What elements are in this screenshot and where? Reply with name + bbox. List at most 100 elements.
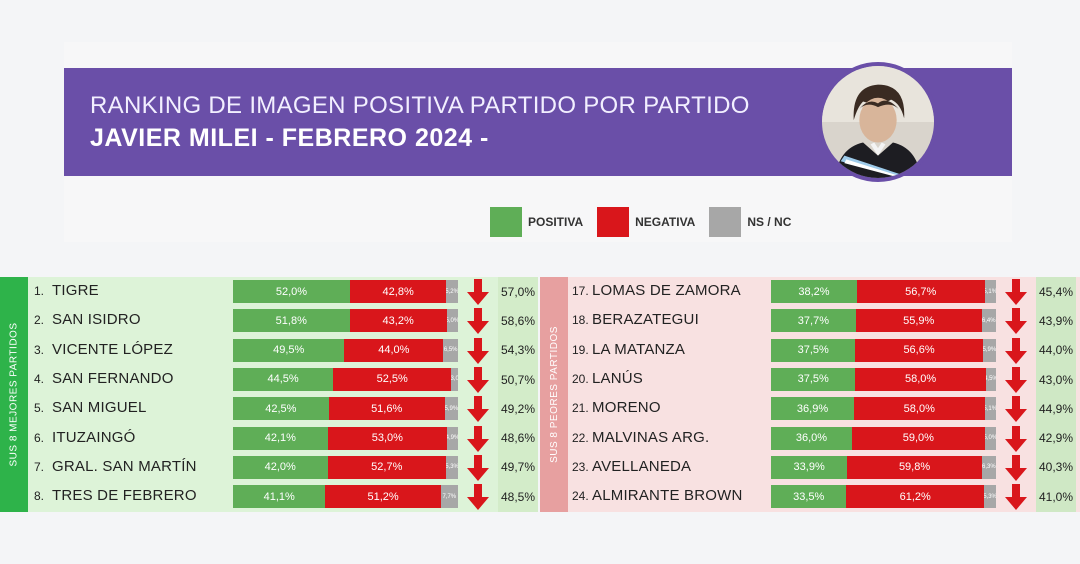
positive-segment: 36,9%: [771, 397, 855, 421]
nsnc-segment: 5,0%: [984, 426, 996, 450]
previous-value: 49,2%: [500, 401, 536, 416]
rank-number: 2.: [34, 313, 45, 328]
stacked-bar: 42,5% 51,6% 5,9%: [233, 397, 458, 421]
negative-segment: 59,8%: [847, 455, 982, 479]
positive-segment: 51,8%: [233, 309, 350, 333]
positive-segment: 42,1%: [233, 426, 328, 450]
stacked-bar: 49,5% 44,0% 6,5%: [233, 338, 458, 362]
negative-segment: 51,6%: [328, 397, 445, 421]
stacked-bar: 36,9%58,0%5,1%: [771, 397, 996, 421]
legend-label-nsnc: NS / NC: [747, 215, 792, 229]
previous-value: 48,5%: [500, 489, 536, 504]
down-arrow-icon: [1004, 396, 1028, 423]
worst-previous-column: [1036, 277, 1076, 512]
district-name: GRAL. SAN MARTÍN: [52, 457, 197, 475]
down-arrow-icon: [1004, 337, 1028, 364]
positive-segment: 44,5%: [233, 367, 334, 391]
legend-item-positive: POSITIVA: [490, 207, 583, 237]
rank-number: 21.: [572, 401, 589, 416]
previous-value: 41,0%: [1038, 489, 1074, 504]
stacked-bar: 51,8%43,2%5,0%: [233, 309, 458, 333]
worst-row: 17.LOMAS DE ZAMORA 38,2%56,7%5,1% 45,4%: [568, 277, 1080, 306]
down-arrow-icon: [1004, 425, 1028, 452]
previous-value: 45,4%: [1038, 284, 1074, 299]
positive-segment: 33,5%: [771, 485, 847, 509]
previous-value: 44,9%: [1038, 401, 1074, 416]
portrait-photo: [822, 66, 934, 178]
rank-number: 3.: [34, 342, 45, 357]
down-arrow-icon: [466, 396, 490, 423]
stacked-bar: 42,0%52,7%5,3%: [233, 455, 458, 479]
worst-side-label-text: SUS 8 PEORES PARTIDOS: [548, 326, 560, 463]
district-name: AVELLANEDA: [592, 457, 692, 475]
previous-value: 42,9%: [1038, 431, 1074, 446]
down-arrow-icon: [466, 484, 490, 511]
legend-item-nsnc: NS / NC: [709, 207, 791, 237]
rank-number: 5.: [34, 401, 45, 416]
negative-segment: 52,7%: [327, 455, 447, 479]
worst-row: 18. BERAZATEGUI 37,7% 55,9% 6,4% 43,9%: [568, 306, 1080, 335]
previous-value: 44,0%: [1038, 343, 1074, 358]
rank-number: 6.: [34, 430, 45, 445]
previous-value: 43,0%: [1038, 372, 1074, 387]
nsnc-segment: 5,9%: [982, 338, 996, 362]
nsnc-segment: 6,3%: [981, 455, 996, 479]
rank-number: 23.: [572, 459, 589, 474]
nsnc-segment: 6,5%: [443, 338, 458, 362]
worst-side-label: SUS 8 PEORES PARTIDOS: [540, 277, 568, 512]
district-name: MALVINAS ARG.: [592, 428, 710, 446]
previous-value: 40,3%: [1038, 460, 1074, 475]
negative-segment: 51,2%: [325, 485, 441, 509]
best-districts-panel: SUS 8 MEJORES PARTIDOS 1. TIGRE 52,0% 42,8%…: [0, 277, 538, 512]
positive-segment: 42,0%: [233, 455, 328, 479]
down-arrow-icon: [466, 308, 490, 335]
negative-segment: 43,2%: [349, 309, 447, 333]
worst-districts-panel: SUS 8 PEORES PARTIDOS 17. LOMAS DE ZAMORA…: [540, 277, 1080, 512]
previous-value: 58,6%: [500, 313, 536, 328]
nsnc-segment: 5,1%: [984, 397, 996, 421]
nsnc-segment: 3,0: [451, 367, 458, 391]
district-name: LOMAS DE ZAMORA: [592, 282, 741, 299]
negative-segment: 44,0%: [344, 338, 444, 362]
legend-label-negative: NEGATIVA: [635, 215, 696, 229]
best-row: 8. TRES DE FEBRERO 41,1% 51,2% 7,7% 48,5%: [28, 482, 538, 511]
stacked-bar: 37,7% 55,9% 6,4%: [771, 309, 996, 333]
best-previous-column: [498, 277, 538, 512]
down-arrow-icon: [1004, 279, 1028, 305]
best-row: 3. VICENTE LÓPEZ 49,5% 44,0% 6,5% 54,3%: [28, 336, 538, 365]
negative-segment: 56,6%: [855, 338, 983, 362]
stacked-bar: 33,5%61,2%5,3%: [771, 485, 996, 509]
previous-value: 43,9%: [1038, 313, 1074, 328]
legend-swatch-positive: [490, 207, 522, 237]
best-side-label: SUS 8 MEJORES PARTIDOS: [0, 277, 28, 512]
down-arrow-icon: [466, 366, 490, 393]
rank-number: 1.: [34, 284, 45, 298]
negative-segment: 59,0%: [852, 426, 985, 450]
negative-segment: 53,0%: [327, 426, 447, 450]
negative-segment: 58,0%: [854, 397, 985, 421]
positive-segment: 41,1%: [233, 485, 326, 509]
best-side-label-text: SUS 8 MEJORES PARTIDOS: [8, 322, 20, 467]
worst-row: 20.LANÚS 37,5%58,0%4,5% 43,0%: [568, 365, 1080, 394]
rank-number: 7.: [34, 459, 45, 474]
down-arrow-icon: [1004, 308, 1028, 335]
negative-segment: 42,8%: [350, 280, 447, 303]
nsnc-segment: 5,3%: [984, 485, 996, 509]
nsnc-segment: 4,9%: [446, 426, 458, 450]
worst-row: 23. AVELLANEDA 33,9% 59,8% 6,3% 40,3%: [568, 453, 1080, 482]
avatar: [818, 62, 938, 182]
down-arrow-icon: [1004, 366, 1028, 393]
down-arrow-icon: [1004, 454, 1028, 481]
positive-segment: 37,7%: [771, 309, 856, 333]
legend: POSITIVA NEGATIVA NS / NC: [490, 206, 805, 238]
nsnc-segment: 5,9%: [444, 397, 458, 421]
stacked-bar: 52,0%42,8%5,2%: [233, 280, 458, 303]
nsnc-segment: 4,5%: [985, 367, 996, 391]
rank-number: 20.: [572, 371, 589, 386]
stacked-bar: 41,1% 51,2% 7,7%: [233, 485, 458, 509]
stacked-bar: 36,0%59,0%5,0%: [771, 426, 996, 450]
positive-segment: 36,0%: [771, 426, 852, 450]
chart-title: RANKING DE IMAGEN POSITIVA PARTIDO POR P…: [90, 92, 750, 119]
positive-segment: 42,5%: [233, 397, 329, 421]
down-arrow-icon: [466, 337, 490, 364]
